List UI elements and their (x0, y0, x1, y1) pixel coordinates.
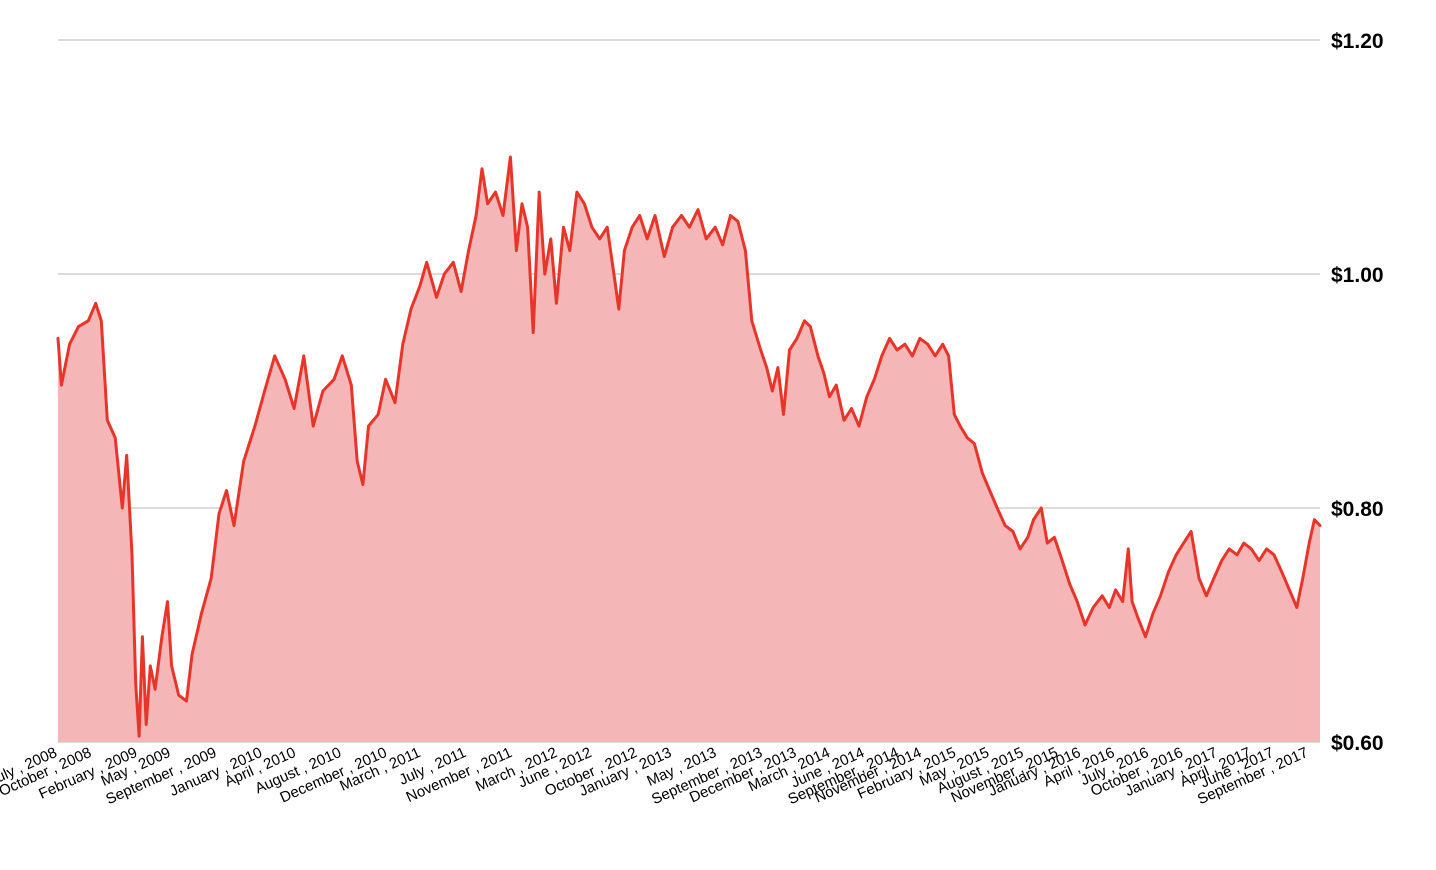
y-axis-tick-labels: $0.60 $0.80 $1.00 $1.20 (1331, 30, 1384, 755)
y-tick-label: $0.60 (1331, 732, 1384, 755)
y-tick-label: $0.80 (1331, 498, 1384, 521)
series-area-layer (58, 157, 1320, 742)
y-tick-label: $1.20 (1331, 30, 1384, 53)
series-line (56, 155, 1322, 738)
y-tick-label: $1.00 (1331, 264, 1384, 287)
series-line-layer (56, 155, 1322, 738)
series-area (58, 157, 1320, 742)
